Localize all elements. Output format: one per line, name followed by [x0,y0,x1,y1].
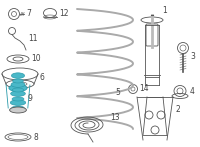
Ellipse shape [12,106,24,110]
Text: 8: 8 [33,132,38,142]
Text: 5: 5 [115,87,120,96]
Ellipse shape [13,79,23,83]
Ellipse shape [12,97,24,101]
Ellipse shape [11,73,25,78]
Ellipse shape [11,91,25,96]
Ellipse shape [11,82,25,87]
Text: 7: 7 [26,9,31,17]
Text: 4: 4 [190,86,195,96]
Text: 11: 11 [28,34,38,42]
Text: 10: 10 [31,54,41,62]
Text: 14: 14 [139,83,149,92]
Text: 2: 2 [175,106,180,115]
Ellipse shape [10,107,26,113]
Text: 3: 3 [190,51,195,61]
Ellipse shape [10,100,26,105]
Text: 12: 12 [59,9,68,17]
Text: 13: 13 [110,112,120,122]
Ellipse shape [9,85,27,91]
Text: 6: 6 [40,72,45,81]
Text: 9: 9 [28,93,33,102]
Text: 1: 1 [162,5,167,15]
Ellipse shape [12,88,24,92]
